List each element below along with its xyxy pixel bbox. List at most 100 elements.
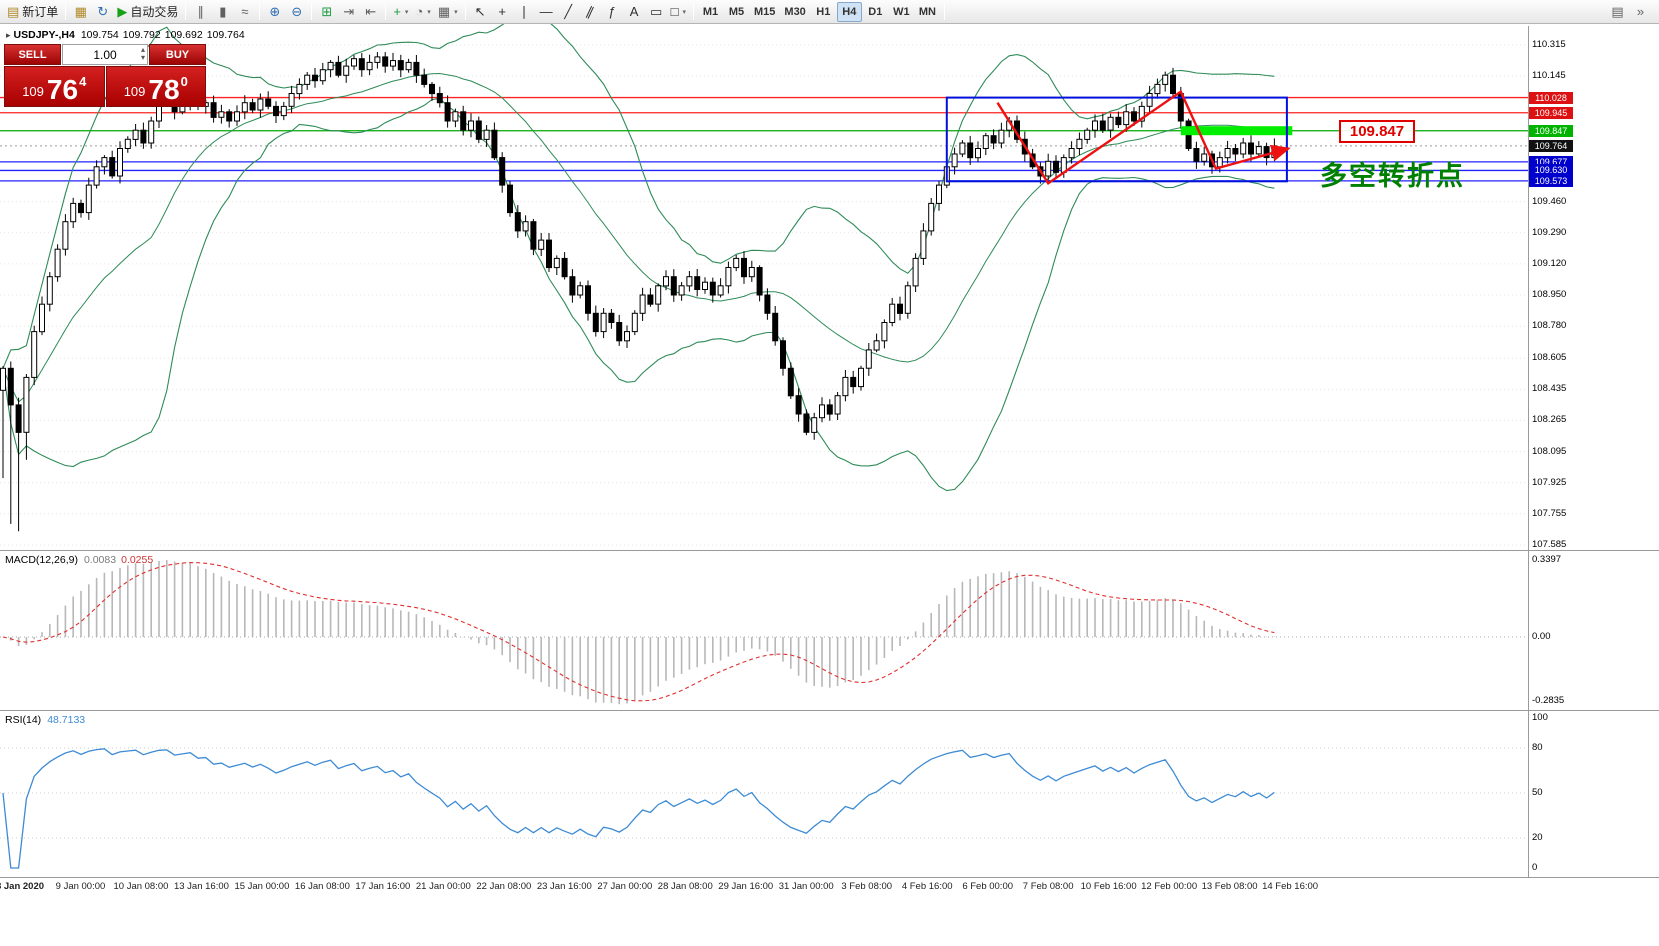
- panel-separators: [0, 26, 1659, 878]
- ohlc-high: 109.792: [122, 29, 161, 41]
- ohlc-open: 109.754: [80, 29, 119, 41]
- toolbar-overflow-icon: »: [1636, 4, 1645, 19]
- crosshair-icon: +: [498, 4, 506, 19]
- sell-price-button[interactable]: 109 76 4: [4, 66, 105, 107]
- tf-w1-button[interactable]: W1: [889, 2, 914, 22]
- highlight-bar[interactable]: [1180, 126, 1293, 136]
- chart-shift-icon[interactable]: ⇤: [360, 2, 381, 22]
- range-box[interactable]: [945, 96, 1288, 183]
- fibonacci-icon[interactable]: ƒ: [602, 2, 623, 22]
- periods-icon[interactable]: ◔ ▾: [412, 2, 433, 22]
- ohlc-close: 109.764: [206, 29, 245, 41]
- auto-scroll-icon[interactable]: ⇥: [338, 2, 359, 22]
- toolbar-separator: [311, 3, 313, 20]
- trendline-icon[interactable]: ╱: [558, 2, 579, 22]
- sell-pips: 76: [46, 74, 79, 105]
- tile-windows-icon: ⊞: [321, 4, 333, 19]
- volume-value: 1.00: [93, 47, 117, 62]
- templates-icon[interactable]: ▦ ▾: [435, 2, 461, 22]
- bar-chart-icon[interactable]: ∥: [190, 2, 211, 22]
- tf-m5-button[interactable]: M5: [724, 2, 749, 22]
- tf-m30-button-label: M30: [784, 5, 806, 18]
- print-icon[interactable]: ▤: [1607, 2, 1628, 22]
- text-icon[interactable]: A: [624, 2, 645, 22]
- tf-h1-button-label: H1: [816, 5, 831, 18]
- arrows-icon[interactable]: □ ▾: [668, 2, 689, 22]
- text-label-icon[interactable]: ▭: [646, 2, 667, 22]
- buy-pipette: 0: [180, 74, 188, 89]
- toolbar-separator: [385, 3, 387, 20]
- auto-scroll-icon: ⇥: [343, 4, 355, 19]
- macd-main-value: 0.0083: [83, 554, 117, 566]
- ohlc-low: 109.692: [164, 29, 203, 41]
- crosshair-icon[interactable]: +: [492, 2, 513, 22]
- zoom-out-icon[interactable]: ⊖: [286, 2, 307, 22]
- indicators-list-icon: +: [393, 4, 401, 19]
- cursor-icon: ↖: [474, 4, 486, 19]
- drawn-objects[interactable]: [945, 89, 1293, 185]
- vertical-line-icon: ∣: [520, 4, 528, 19]
- buy-pips: 78: [148, 74, 180, 105]
- auto-trading-button[interactable]: ▶ 自动交易: [114, 2, 181, 22]
- tf-mn-button[interactable]: MN: [915, 2, 940, 22]
- rsi-indicator-label: RSI(14) 48.7133: [5, 714, 85, 726]
- profiles-icon[interactable]: ↻: [92, 2, 113, 22]
- horizontal-line-icon[interactable]: ―: [536, 2, 557, 22]
- profiles-icon: ↻: [97, 4, 109, 19]
- volume-up-icon[interactable]: ▴: [140, 45, 145, 54]
- volume-down-icon[interactable]: ▾: [140, 53, 145, 62]
- tile-windows-icon[interactable]: ⊞: [316, 2, 337, 22]
- auto-trading-icon: ▶: [117, 4, 128, 19]
- tf-w1-button-label: W1: [893, 5, 910, 18]
- indicators-list-icon[interactable]: + ▾: [390, 2, 411, 22]
- dropdown-caret-icon: ▾: [427, 8, 431, 16]
- candlestick-chart-icon[interactable]: ▮: [212, 2, 233, 22]
- buy-price-button[interactable]: 109 78 0: [105, 66, 206, 107]
- templates-icon: ▦: [437, 4, 451, 19]
- toolbar-right-group: ▤»: [1607, 2, 1651, 22]
- sell-big-figure: 109: [22, 84, 44, 99]
- macd-indicator-label: MACD(12,26,9) 0.0083 0.0255: [5, 554, 153, 566]
- new-chart-icon: ▦: [74, 4, 87, 19]
- line-chart-icon: ≈: [241, 4, 249, 19]
- candlesticks: [0, 52, 1278, 532]
- tf-m1-button-label: M1: [702, 5, 719, 18]
- candlestick-chart-icon: ▮: [219, 4, 227, 19]
- tf-d1-button[interactable]: D1: [863, 2, 888, 22]
- new-chart-icon[interactable]: ▦: [70, 2, 91, 22]
- toolbar-separator: [259, 3, 261, 20]
- print-icon: ▤: [1611, 4, 1624, 19]
- tf-d1-button-label: D1: [868, 5, 883, 18]
- horizontal-line-icon: ―: [539, 4, 553, 19]
- cursor-icon[interactable]: ↖: [470, 2, 491, 22]
- zoom-in-icon: ⊕: [269, 4, 281, 19]
- sell-pipette: 4: [79, 74, 87, 89]
- dropdown-caret-icon: ▾: [682, 8, 686, 16]
- price-callout[interactable]: 109.847: [1339, 120, 1415, 143]
- new-order-icon: ▤: [7, 4, 20, 19]
- periods-icon: ◔: [415, 4, 424, 19]
- toolbar: ▤ 新订单 ▦ ↻ ▶ 自动交易 ∥ ▮ ≈ ⊕ ⊖ ⊞ ⇥ ⇤ + ▾ ◔ ▾ ▦ ▾ ↖ + ∣ ― ╱ ∥ ƒ A ▭ □ ▾ M1 M5…: [0, 0, 1659, 24]
- dropdown-caret-icon: ▾: [404, 8, 409, 16]
- tf-h4-button[interactable]: H4: [836, 1, 862, 22]
- sell-button[interactable]: SELL: [4, 44, 61, 65]
- toolbar-overflow-icon[interactable]: »: [1630, 2, 1651, 22]
- zoom-in-icon[interactable]: ⊕: [264, 2, 285, 22]
- tf-m15-button[interactable]: M15: [750, 2, 779, 22]
- channel-icon[interactable]: ∥: [580, 2, 601, 22]
- volume-stepper[interactable]: 1.00 ▴ ▾: [62, 44, 148, 65]
- new-order-button[interactable]: ▤ 新订单: [4, 2, 61, 22]
- tf-mn-button-label: MN: [918, 5, 936, 18]
- macd-name: MACD(12,26,9): [5, 554, 78, 566]
- vertical-line-icon[interactable]: ∣: [514, 2, 535, 22]
- rsi-value: 48.7133: [47, 714, 86, 726]
- tf-m30-button[interactable]: M30: [780, 2, 809, 22]
- turning-point-note[interactable]: 多空转折点: [1320, 161, 1465, 192]
- tf-h1-button[interactable]: H1: [811, 2, 836, 22]
- line-chart-icon[interactable]: ≈: [234, 2, 255, 22]
- zigzag-arrow[interactable]: [996, 89, 1291, 185]
- tf-m1-button[interactable]: M1: [698, 2, 723, 22]
- buy-button[interactable]: BUY: [149, 44, 206, 65]
